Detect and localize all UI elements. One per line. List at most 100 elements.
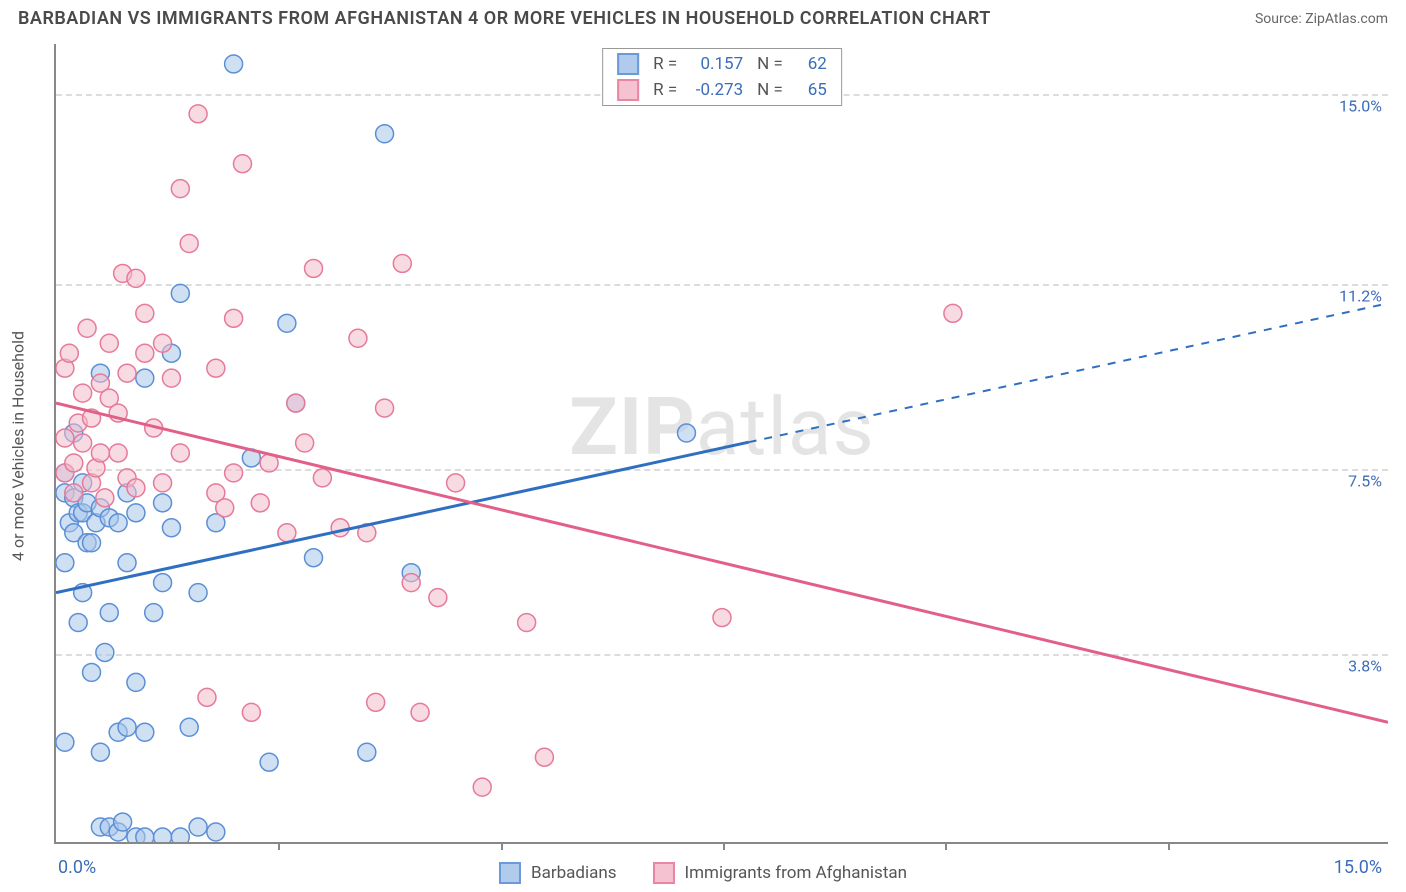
data-point <box>74 384 92 402</box>
data-point <box>118 554 136 572</box>
data-point <box>207 823 225 841</box>
data-point <box>114 813 132 831</box>
r-label: R = <box>653 54 677 74</box>
data-point <box>402 574 420 592</box>
data-point <box>136 828 154 842</box>
data-point <box>225 55 243 73</box>
series-swatch <box>617 79 639 101</box>
data-point <box>118 364 136 382</box>
data-point <box>154 574 172 592</box>
data-point <box>171 284 189 302</box>
data-point <box>411 703 429 721</box>
data-point <box>109 514 127 532</box>
legend-item: Barbadians <box>499 862 617 884</box>
series-swatch <box>617 53 639 75</box>
data-point <box>154 828 172 842</box>
source-label: Source: ZipAtlas.com <box>1255 11 1388 27</box>
data-point <box>136 344 154 362</box>
data-point <box>305 259 323 277</box>
data-point <box>278 314 296 332</box>
data-point <box>713 609 731 627</box>
n-value: 65 <box>797 80 827 100</box>
stats-legend: R = 0.157 N = 62 R = -0.273 N = 65 <box>602 48 842 106</box>
data-point <box>367 693 385 711</box>
data-point <box>358 743 376 761</box>
stats-row: R = -0.273 N = 65 <box>603 77 841 103</box>
data-point <box>56 554 74 572</box>
x-tick <box>278 842 280 850</box>
data-point <box>171 444 189 462</box>
r-value: 0.157 <box>691 54 743 74</box>
data-point <box>944 304 962 322</box>
data-point <box>60 344 78 362</box>
data-point <box>127 269 145 287</box>
data-point <box>127 479 145 497</box>
x-tick <box>1168 842 1170 850</box>
legend-label: Immigrants from Afghanistan <box>685 863 908 883</box>
x-tick <box>501 842 503 850</box>
data-point <box>225 464 243 482</box>
data-point <box>376 125 394 143</box>
data-point <box>136 723 154 741</box>
data-point <box>278 524 296 542</box>
trend-line <box>56 403 1388 722</box>
data-point <box>118 718 136 736</box>
series-swatch <box>499 862 521 884</box>
data-point <box>127 673 145 691</box>
data-point <box>260 753 278 771</box>
data-point <box>65 484 83 502</box>
data-point <box>535 748 553 766</box>
data-point <box>96 489 114 507</box>
data-point <box>56 733 74 751</box>
data-point <box>136 369 154 387</box>
n-label: N = <box>757 54 783 74</box>
data-point <box>145 604 163 622</box>
data-point <box>96 643 114 661</box>
data-point <box>65 454 83 472</box>
data-point <box>162 519 180 537</box>
data-point <box>225 309 243 327</box>
x-axis-min-label: 0.0% <box>58 857 96 878</box>
header: BARBADIAN VS IMMIGRANTS FROM AFGHANISTAN… <box>0 0 1406 33</box>
data-point <box>189 584 207 602</box>
trend-line-extrapolated <box>749 303 1388 442</box>
data-point <box>83 534 101 552</box>
legend-label: Barbadians <box>531 863 617 883</box>
data-point <box>216 499 234 517</box>
legend: Barbadians Immigrants from Afghanistan <box>499 862 907 884</box>
x-axis-max-label: 15.0% <box>1334 857 1382 878</box>
data-point <box>154 494 172 512</box>
data-point <box>56 429 74 447</box>
data-point <box>91 743 109 761</box>
data-point <box>296 434 314 452</box>
data-point <box>189 105 207 123</box>
data-point <box>331 519 349 537</box>
data-point <box>242 703 260 721</box>
plot-area: ZIPatlas 3.8%7.5%11.2%15.0% R =0.157N =6… <box>54 44 1388 844</box>
data-point <box>287 394 305 412</box>
data-point <box>180 235 198 253</box>
data-point <box>251 494 269 512</box>
r-value: -0.273 <box>691 80 743 100</box>
data-point <box>313 469 331 487</box>
n-value: 62 <box>797 54 827 74</box>
data-point <box>393 254 411 272</box>
series-swatch <box>653 862 675 884</box>
data-point <box>162 369 180 387</box>
data-point <box>100 334 118 352</box>
data-point <box>198 688 216 706</box>
r-label: R = <box>653 80 677 100</box>
chart-title: BARBADIAN VS IMMIGRANTS FROM AFGHANISTAN… <box>18 8 991 29</box>
data-point <box>154 474 172 492</box>
chart-container: BARBADIAN VS IMMIGRANTS FROM AFGHANISTAN… <box>0 0 1406 892</box>
n-label: N = <box>757 80 783 100</box>
data-point <box>518 614 536 632</box>
data-point <box>305 549 323 567</box>
data-point <box>136 304 154 322</box>
data-point <box>83 663 101 681</box>
legend-item: Immigrants from Afghanistan <box>653 862 908 884</box>
data-point <box>207 359 225 377</box>
data-point <box>677 424 695 442</box>
data-point <box>233 155 251 173</box>
data-point <box>91 444 109 462</box>
